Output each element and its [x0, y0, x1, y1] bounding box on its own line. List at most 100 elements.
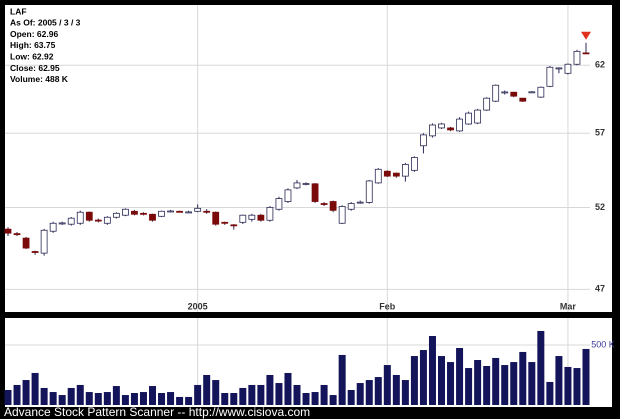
volume-bar	[329, 395, 337, 405]
candle-body	[49, 222, 57, 232]
volume-bar	[447, 362, 455, 405]
volume-bar	[212, 380, 220, 405]
volume-bar	[438, 356, 445, 405]
volume-bar	[492, 357, 500, 405]
volume-bar	[248, 384, 256, 405]
volume-bar	[22, 380, 30, 405]
candle-body	[275, 198, 283, 210]
candle-body	[176, 210, 183, 213]
volume-bar	[311, 392, 319, 405]
volume-bar	[519, 351, 527, 405]
volume-bar	[483, 366, 491, 405]
info-line: Low: 62.92	[10, 51, 54, 61]
volume-bar	[501, 365, 509, 405]
volume-bar	[284, 372, 292, 405]
volume-bar	[221, 393, 229, 405]
volume-bar	[239, 387, 247, 405]
info-line: LAF	[10, 6, 27, 16]
candle-body	[582, 52, 590, 55]
candle-body	[221, 221, 229, 224]
candle-body	[411, 157, 418, 171]
volume-bar	[546, 381, 554, 405]
candle-body	[519, 97, 527, 102]
candle-body	[194, 207, 202, 212]
candle-body	[40, 229, 48, 254]
candle-body	[58, 222, 66, 225]
candle-body	[266, 206, 274, 221]
volume-bar	[528, 362, 536, 405]
candle-body	[4, 228, 12, 234]
candle-body	[167, 210, 174, 213]
candle-body	[284, 189, 292, 202]
y-tick-label: 62	[595, 60, 605, 70]
candle-body	[203, 210, 211, 213]
volume-bar	[474, 360, 482, 405]
candle-body	[212, 211, 220, 225]
volume-bar	[158, 393, 166, 405]
volume-bar	[266, 375, 274, 405]
candle-body	[374, 168, 382, 184]
candle-body	[85, 211, 93, 221]
candle-body	[510, 91, 518, 97]
volume-bar	[203, 375, 211, 405]
candle-body	[429, 124, 436, 137]
y-tick-label: 500 K	[591, 339, 615, 349]
candle-body	[392, 172, 400, 177]
candle-body	[140, 212, 147, 215]
candle-body	[239, 214, 247, 223]
candle-body	[302, 183, 310, 185]
x-tick-label: 2005	[188, 301, 208, 311]
candle-body	[338, 206, 346, 224]
x-tick-label: Mar	[560, 301, 577, 311]
candle-body	[555, 67, 563, 70]
candle-body	[131, 210, 138, 215]
candle-body	[456, 118, 463, 132]
candle-body	[420, 134, 427, 147]
candle-body	[230, 224, 238, 227]
candle-body	[347, 203, 355, 210]
candle-body	[528, 91, 536, 94]
volume-bar	[4, 390, 12, 405]
candle-body	[112, 212, 120, 218]
candle-body	[573, 50, 581, 65]
info-line: As Of: 2005 / 3 / 3	[10, 18, 81, 28]
volume-bar	[167, 392, 175, 405]
volume-bar	[58, 395, 66, 405]
candle-body	[76, 211, 84, 224]
candle-body	[474, 109, 482, 124]
volume-bar	[428, 336, 436, 405]
volume-bar	[67, 387, 75, 405]
candle-body	[31, 251, 39, 253]
volume-bar	[356, 383, 364, 405]
candle-body	[67, 217, 75, 225]
candle-body	[311, 183, 319, 202]
volume-bar	[410, 356, 418, 405]
volume-bar	[338, 354, 346, 405]
volume-bar	[31, 372, 39, 405]
volume-bar	[392, 375, 400, 405]
volume-bar	[564, 366, 572, 405]
candle-body	[537, 86, 545, 98]
candle-body	[447, 127, 454, 131]
volume-bar	[573, 368, 581, 405]
candle-body	[492, 84, 500, 102]
info-line: Open: 62.96	[10, 29, 58, 39]
candle-body	[22, 237, 30, 249]
candle-body	[103, 216, 111, 224]
volume-bar	[40, 387, 48, 405]
y-tick-label: 52	[595, 202, 605, 212]
volume-bar	[293, 384, 301, 405]
volume-bar	[456, 348, 464, 405]
volume-bar	[13, 384, 21, 405]
volume-bar	[76, 384, 84, 405]
volume-bar	[582, 348, 590, 405]
candle-body	[564, 63, 572, 74]
volume-bar	[112, 386, 120, 405]
candle-body	[320, 203, 328, 205]
info-line: Volume: 488 K	[10, 74, 69, 84]
volume-bar	[302, 393, 310, 405]
candle-body	[546, 66, 554, 87]
volume-bar	[185, 396, 193, 405]
